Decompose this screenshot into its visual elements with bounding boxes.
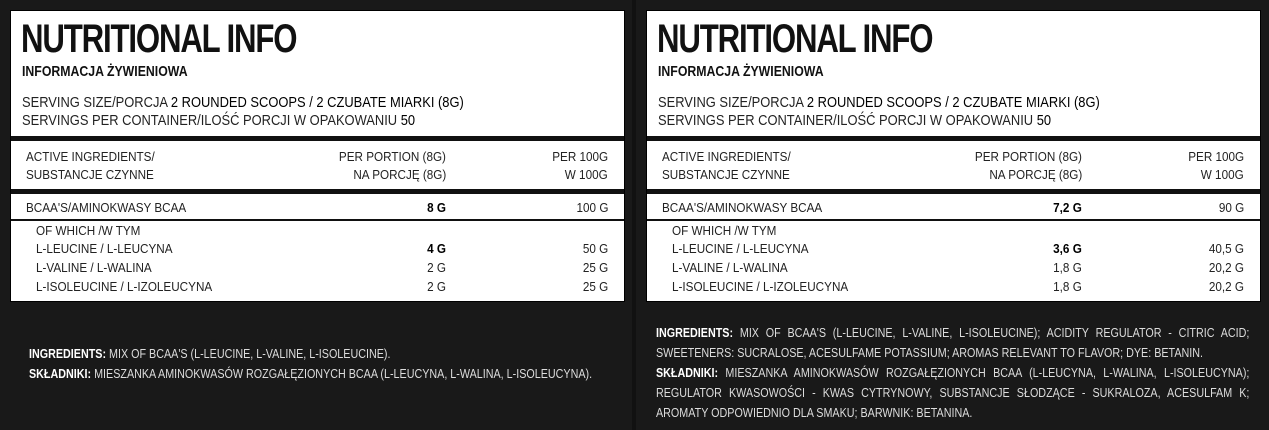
panel-subtitle: INFORMACJA ŻYWIENIOWA [658, 63, 824, 80]
row-portion: 2 G [427, 260, 446, 275]
ingredients-text: MIX OF BCAA'S (L-LEUCINE, L-VALINE, L-IS… [656, 326, 1250, 360]
servings-label: SERVINGS PER CONTAINER/ILOŚĆ PORCJI W OP… [658, 112, 1034, 129]
row-name: L-LEUCINE / L-LEUCYNA [672, 241, 809, 256]
serving-size-label: SERVING SIZE/PORCJA [22, 94, 168, 111]
servings-value: 50 [1036, 112, 1052, 129]
row-portion: 3,6 G [1053, 241, 1082, 256]
divider-thick [647, 189, 1260, 194]
panel-subtitle: INFORMACJA ŻYWIENIOWA [22, 63, 188, 80]
header-col2-line1: PER PORTION (8G) [974, 149, 1082, 164]
ingredients-label: INGREDIENTS: [656, 326, 734, 340]
nutrition-facts-card: NUTRITIONAL INFO INFORMACJA ŻYWIENIOWA S… [10, 10, 625, 302]
nutrition-facts-card: NUTRITIONAL INFO INFORMACJA ŻYWIENIOWA S… [646, 10, 1261, 302]
of-which-label: OF WHICH /W TYM [672, 223, 777, 238]
nutrition-panel-left: NUTRITIONAL INFO INFORMACJA ŻYWIENIOWA S… [0, 0, 632, 430]
ingredients-en: INGREDIENTS: MIX OF BCAA'S (L-LEUCINE, L… [29, 347, 390, 361]
serving-size-label: SERVING SIZE/PORCJA [658, 94, 804, 111]
row-name: L-VALINE / L-WALINA [36, 260, 152, 275]
header-col1-line2: SUBSTANCJE CZYNNE [26, 167, 154, 182]
row-name: L-ISOLEUCINE / L-IZOLEUCYNA [672, 279, 849, 294]
row-per100: 25 G [582, 279, 608, 294]
row-portion: 1,8 G [1053, 260, 1082, 275]
ingredients-text: MIX OF BCAA'S (L-LEUCINE, L-VALINE, L-IS… [109, 347, 391, 361]
ingredients-pl: SKŁADNIKI: MIESZANKA AMINOKWASÓW ROZGAŁĘ… [29, 367, 592, 381]
ingredients-pl: SKŁADNIKI: MIESZANKA AMINOKWASÓW ROZGAŁĘ… [656, 363, 1249, 423]
header-col2-line2: NA PORCJĘ (8G) [353, 167, 446, 182]
nutrition-panel-right: NUTRITIONAL INFO INFORMACJA ŻYWIENIOWA S… [636, 0, 1269, 430]
servings-per-container-line: SERVINGS PER CONTAINER/ILOŚĆ PORCJI W OP… [658, 112, 1051, 129]
row-portion: 2 G [427, 279, 446, 294]
header-col1-line1: ACTIVE INGREDIENTS/ [26, 149, 155, 164]
row-per100: 50 G [582, 241, 608, 256]
serving-size-value: 2 ROUNDED SCOOPS / 2 CZUBATE MIARKI (8G) [170, 94, 464, 111]
divider-thin [11, 219, 624, 221]
skladniki-label: SKŁADNIKI: [29, 367, 92, 381]
header-col3-line1: PER 100G [552, 149, 608, 164]
servings-label: SERVINGS PER CONTAINER/ILOŚĆ PORCJI W OP… [22, 112, 398, 129]
serving-size-value: 2 ROUNDED SCOOPS / 2 CZUBATE MIARKI (8G) [806, 94, 1100, 111]
serving-size-line: SERVING SIZE/PORCJA 2 ROUNDED SCOOPS / 2… [22, 94, 464, 111]
divider-thick [647, 136, 1260, 141]
divider-thick [11, 189, 624, 194]
of-which-label: OF WHICH /W TYM [36, 223, 141, 238]
bcaa-per100: 90 G [1218, 200, 1244, 215]
row-portion: 1,8 G [1053, 279, 1082, 294]
header-col3-line2: W 100G [565, 167, 608, 182]
servings-per-container-line: SERVINGS PER CONTAINER/ILOŚĆ PORCJI W OP… [22, 112, 415, 129]
row-name: L-VALINE / L-WALINA [672, 260, 788, 275]
skladniki-label: SKŁADNIKI: [656, 366, 719, 380]
header-col3-line1: PER 100G [1188, 149, 1244, 164]
ingredients-en: INGREDIENTS: MIX OF BCAA'S (L-LEUCINE, L… [656, 323, 1249, 363]
serving-size-line: SERVING SIZE/PORCJA 2 ROUNDED SCOOPS / 2… [658, 94, 1100, 111]
header-col2-line2: NA PORCJĘ (8G) [989, 167, 1082, 182]
ingredients-label: INGREDIENTS: [29, 347, 107, 361]
row-per100: 20,2 G [1208, 260, 1244, 275]
header-col3-line2: W 100G [1201, 167, 1244, 182]
panel-title: NUTRITIONAL INFO [21, 17, 298, 61]
row-name: L-ISOLEUCINE / L-IZOLEUCYNA [36, 279, 213, 294]
row-per100: 20,2 G [1208, 279, 1244, 294]
divider-thin [647, 219, 1260, 221]
bcaa-portion: 7,2 G [1053, 200, 1082, 215]
row-name: L-LEUCINE / L-LEUCYNA [36, 241, 173, 256]
bcaa-per100: 100 G [576, 200, 608, 215]
panel-title: NUTRITIONAL INFO [657, 17, 934, 61]
row-portion: 4 G [427, 241, 446, 256]
bcaa-name: BCAA'S/AMINOKWASY BCAA [662, 200, 823, 215]
header-col1-line2: SUBSTANCJE CZYNNE [662, 167, 790, 182]
bcaa-name: BCAA'S/AMINOKWASY BCAA [26, 200, 187, 215]
row-per100: 25 G [582, 260, 608, 275]
row-per100: 40,5 G [1208, 241, 1244, 256]
skladniki-text: MIESZANKA AMINOKWASÓW ROZGAŁĘZIONYCH BCA… [656, 366, 1250, 420]
header-col1-line1: ACTIVE INGREDIENTS/ [662, 149, 791, 164]
divider-thick [11, 136, 624, 141]
skladniki-text: MIESZANKA AMINOKWASÓW ROZGAŁĘZIONYCH BCA… [94, 367, 593, 381]
servings-value: 50 [400, 112, 416, 129]
bcaa-portion: 8 G [427, 200, 446, 215]
header-col2-line1: PER PORTION (8G) [338, 149, 446, 164]
